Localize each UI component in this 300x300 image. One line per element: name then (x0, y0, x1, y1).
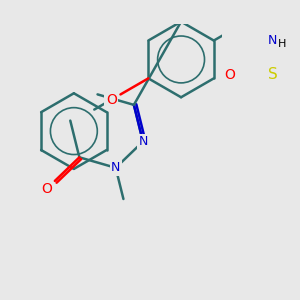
Text: O: O (41, 182, 52, 196)
Text: N: N (268, 34, 278, 47)
Text: O: O (106, 93, 117, 107)
Text: O: O (224, 68, 235, 82)
Text: N: N (138, 135, 148, 148)
Text: S: S (268, 67, 278, 82)
Text: N: N (111, 161, 120, 174)
Text: H: H (278, 39, 286, 49)
